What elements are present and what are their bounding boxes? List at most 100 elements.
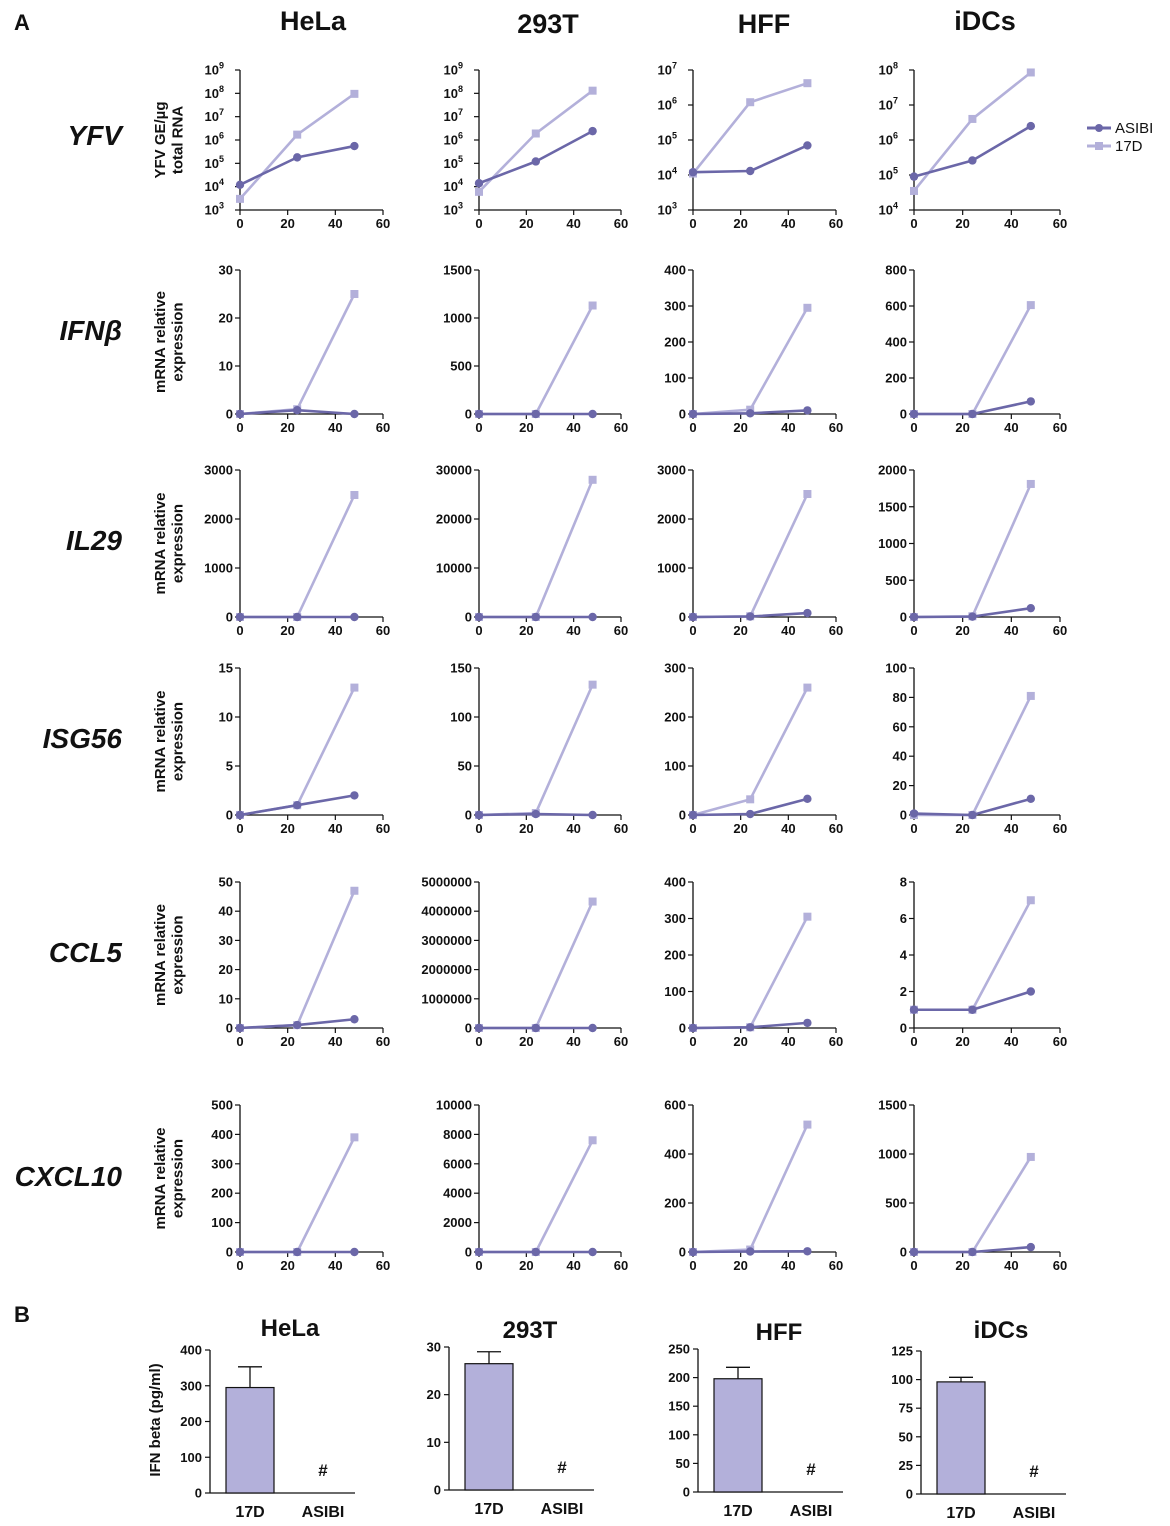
data-point-asibi xyxy=(350,791,358,799)
x-tick-label: 40 xyxy=(781,623,795,638)
y-tick-label: 107 xyxy=(658,61,677,78)
y-tick-label: 1500 xyxy=(443,263,472,278)
y-tick-exponent: 6 xyxy=(458,131,463,141)
y-tick-label: 200 xyxy=(664,948,686,963)
x-tick-label: 0 xyxy=(475,216,482,231)
y-tick-label: 10 xyxy=(219,359,233,374)
x-tick-label: 40 xyxy=(781,216,795,231)
bar-chart-title: HFF xyxy=(756,1319,803,1346)
y-tick-label: 20 xyxy=(219,962,233,977)
category-label-asibi: ASIBI xyxy=(790,1503,833,1520)
x-tick-label: 0 xyxy=(910,821,917,836)
y-axis-label-line: expression xyxy=(169,504,186,583)
chart-il29-hff: 0 1000 2000 3000 0 20 40 60 xyxy=(657,463,843,639)
y-tick-exponent: 7 xyxy=(672,61,677,71)
x-tick-label: 40 xyxy=(566,821,580,836)
y-tick-label: 105 xyxy=(444,154,463,171)
y-tick-label: 1000 xyxy=(443,311,472,326)
gene-label-il29: IL29 xyxy=(66,525,122,556)
data-point-17d xyxy=(589,681,597,689)
chart-cxcl10-hela: 0 100 200 300 400 500 0 20 40 60 xyxy=(211,1098,390,1274)
y-tick-label: 80 xyxy=(893,690,907,705)
gene-label-yfv: YFV xyxy=(68,120,125,151)
y-tick-label: 103 xyxy=(444,201,463,218)
y-tick-label: 0 xyxy=(226,610,233,625)
data-point-17d xyxy=(1027,1153,1035,1161)
series-line-17d xyxy=(693,83,807,173)
x-tick-label: 0 xyxy=(689,216,696,231)
y-tick-label: 108 xyxy=(205,84,224,101)
data-point-asibi xyxy=(1027,795,1035,803)
data-point-asibi xyxy=(1027,122,1035,130)
data-point-asibi xyxy=(475,179,483,187)
data-point-asibi xyxy=(588,1248,596,1256)
panel-b-bar-charts: HeLa 0 100 200 300 400 17D # ASIBI 293T 0 10 20 30 17D… xyxy=(147,1315,1066,1522)
y-tick-label: 109 xyxy=(205,61,224,78)
x-tick-label: 0 xyxy=(689,821,696,836)
y-tick-label: 20 xyxy=(893,778,907,793)
data-point-asibi xyxy=(236,1024,244,1032)
series-line-17d xyxy=(240,294,354,414)
y-tick-exponent: 5 xyxy=(893,166,898,176)
data-point-asibi xyxy=(236,1248,244,1256)
x-tick-label: 0 xyxy=(475,420,482,435)
x-tick-label: 0 xyxy=(689,420,696,435)
series-line-17d xyxy=(914,696,1031,815)
y-tick-label: 3000000 xyxy=(421,933,472,948)
chart-ccl5-293t: 0 1000000 2000000 3000000 4000000 5000000 0 20 4… xyxy=(421,875,628,1050)
y-tick-label: 20 xyxy=(427,1387,441,1402)
y-tick-label: 104 xyxy=(658,166,677,183)
y-tick-base: 10 xyxy=(658,203,672,218)
y-tick-label: 0 xyxy=(679,407,686,422)
data-point-17d xyxy=(803,1121,811,1129)
x-tick-label: 40 xyxy=(566,623,580,638)
series-line-17d xyxy=(240,94,354,199)
y-tick-label: 8000 xyxy=(443,1127,472,1142)
series-line-17d xyxy=(693,1125,807,1252)
y-tick-label: 150 xyxy=(668,1399,690,1414)
y-tick-base: 10 xyxy=(444,179,458,194)
y-tick-label: 500 xyxy=(885,1196,907,1211)
data-point-asibi xyxy=(689,811,697,819)
x-tick-label: 0 xyxy=(475,1034,482,1049)
y-tick-exponent: 7 xyxy=(893,96,898,106)
data-point-17d xyxy=(746,98,754,106)
x-tick-label: 20 xyxy=(280,1258,294,1273)
data-point-17d xyxy=(293,131,301,139)
y-tick-label: 100 xyxy=(668,1427,690,1442)
series-line-17d xyxy=(914,484,1031,617)
y-axis-label-line: total RNA xyxy=(169,106,186,174)
series-line-17d xyxy=(693,494,807,617)
x-tick-label: 40 xyxy=(1004,623,1018,638)
y-tick-label: 0 xyxy=(900,407,907,422)
y-tick-label: 500 xyxy=(211,1098,233,1113)
category-label-17d: 17D xyxy=(235,1504,264,1521)
x-tick-label: 20 xyxy=(280,1034,294,1049)
y-tick-label: 0 xyxy=(465,1021,472,1036)
x-tick-label: 60 xyxy=(376,1034,390,1049)
data-point-asibi xyxy=(475,410,483,418)
bar-chart-title: iDCs xyxy=(974,1317,1029,1344)
y-tick-label: 107 xyxy=(879,96,898,113)
data-point-asibi xyxy=(293,153,301,161)
y-tick-label: 109 xyxy=(444,61,463,78)
y-tick-label: 106 xyxy=(444,131,463,148)
y-axis-label-cxcl10: mRNA relativeexpression xyxy=(152,1128,186,1230)
category-label-asibi: ASIBI xyxy=(541,1501,584,1518)
x-tick-label: 20 xyxy=(955,623,969,638)
data-point-asibi xyxy=(803,1247,811,1255)
x-tick-label: 60 xyxy=(1053,420,1067,435)
x-tick-label: 40 xyxy=(1004,821,1018,836)
y-tick-label: 106 xyxy=(658,96,677,113)
data-point-asibi xyxy=(910,613,918,621)
y-tick-label: 100 xyxy=(885,661,907,676)
series-line-17d xyxy=(240,688,354,815)
bar-chart-hff: HFF 0 50 100 150 200 250 17D # ASIBI xyxy=(668,1319,843,1520)
data-point-17d xyxy=(350,290,358,298)
y-tick-label: 100 xyxy=(664,984,686,999)
y-tick-label: 0 xyxy=(226,1245,233,1260)
data-point-asibi xyxy=(588,1024,596,1032)
data-point-asibi xyxy=(910,410,918,418)
data-point-asibi xyxy=(350,1248,358,1256)
